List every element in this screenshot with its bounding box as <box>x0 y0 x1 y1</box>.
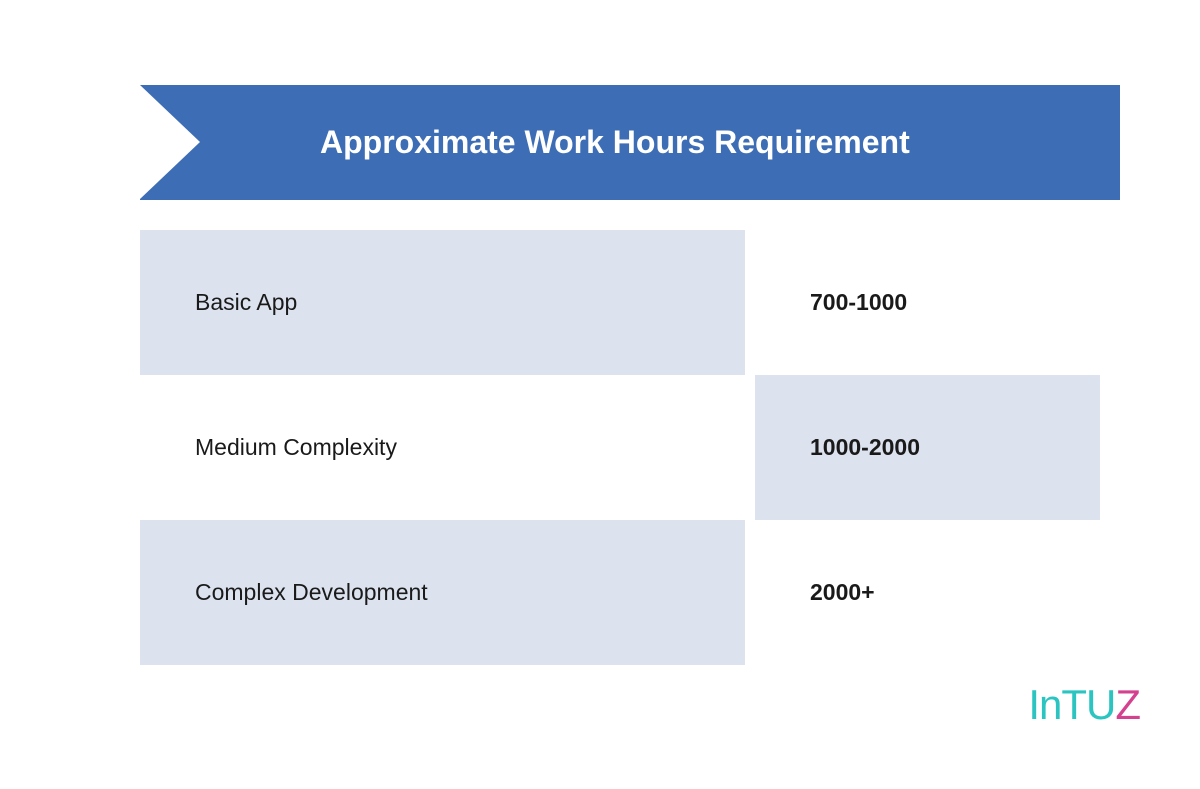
row-label: Complex Development <box>140 520 745 665</box>
row-label: Basic App <box>140 230 745 375</box>
row-value: 700-1000 <box>755 230 1100 375</box>
logo-letter: n <box>1039 681 1061 728</box>
logo-letter: Z <box>1115 681 1140 728</box>
row-value: 2000+ <box>755 520 1100 665</box>
row-label: Medium Complexity <box>140 375 745 520</box>
table-row: Medium Complexity 1000-2000 <box>140 375 1100 520</box>
infographic-container: Approximate Work Hours Requirement Basic… <box>140 85 1120 665</box>
hours-table: Basic App 700-1000 Medium Complexity 100… <box>140 230 1100 665</box>
table-row: Basic App 700-1000 <box>140 230 1100 375</box>
title-banner: Approximate Work Hours Requirement <box>140 85 1120 200</box>
logo-letter: I <box>1028 681 1039 728</box>
row-value: 1000-2000 <box>755 375 1100 520</box>
brand-logo: InTUZ <box>1028 681 1140 729</box>
table-row: Complex Development 2000+ <box>140 520 1100 665</box>
banner-title: Approximate Work Hours Requirement <box>320 124 910 161</box>
logo-letter: U <box>1086 681 1115 728</box>
logo-letter: T <box>1061 681 1086 728</box>
